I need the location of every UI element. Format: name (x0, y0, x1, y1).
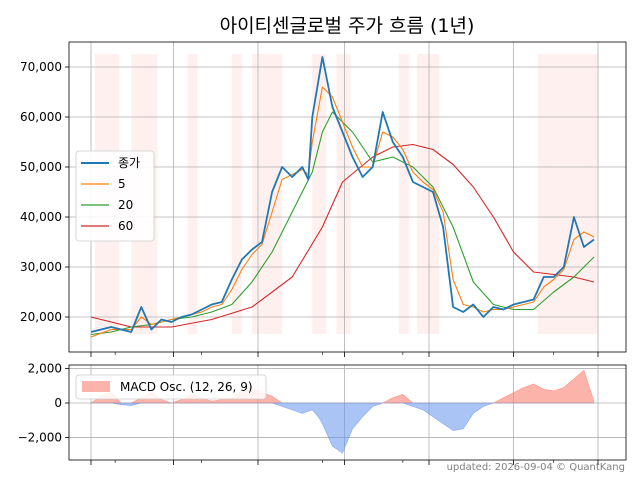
legend-label-close: 종가 (118, 156, 140, 170)
price-legend: 종가 5 20 60 (75, 150, 155, 242)
macd-negative-area (91, 402, 594, 454)
shaded-region-5 (312, 54, 327, 334)
shaded-region-8 (416, 54, 440, 334)
legend-label-ma5: 5 (118, 177, 126, 191)
top-ytick-label-2: 40,000 (20, 210, 62, 224)
shaded-region-6 (336, 54, 351, 334)
legend-label-ma60: 60 (118, 219, 133, 233)
legend-label-ma20: 20 (118, 198, 133, 212)
top-x-ticks (90, 352, 599, 357)
chart-title: 아이티센글로벌 주가 흐름 (1년) (220, 15, 475, 37)
shaded-region-2 (187, 54, 198, 334)
bottom-ytick-label-0: −2,000 (18, 431, 62, 445)
top-grid (69, 42, 626, 352)
top-ytick-label-5: 70,000 (20, 60, 62, 74)
macd-legend-label: MACD Osc. (12, 26, 9) (120, 380, 253, 394)
top-y-ticks: 20,000 30,000 40,000 50,000 60,000 70,000 (20, 60, 69, 324)
top-ytick-label-1: 30,000 (20, 260, 62, 274)
shaded-region-7 (398, 54, 409, 334)
bottom-ytick-label-2: 2,000 (28, 361, 62, 375)
macd-legend: MACD Osc. (12, 26, 9) (75, 374, 267, 400)
macd-legend-swatch (82, 381, 110, 392)
shaded-region-9 (537, 54, 598, 334)
bottom-axes-frame (68, 364, 627, 461)
top-ytick-label-0: 20,000 (20, 310, 62, 324)
series-close-line (90, 56, 595, 333)
top-ytick-label-3: 50,000 (20, 160, 62, 174)
shaded-region-3 (231, 54, 242, 334)
shaded-regions (95, 54, 598, 334)
footer-updated: updated: 2026-09-04 © QuantKang (447, 462, 625, 473)
series-ma60-line (90, 143, 595, 328)
macd-legend-box (75, 374, 267, 400)
bottom-y-ticks: −2,000 0 2,000 (18, 361, 69, 445)
top-axes-frame (68, 41, 627, 353)
top-ytick-label-4: 60,000 (20, 110, 62, 124)
bottom-x-ticks (90, 460, 599, 465)
legend-box (75, 150, 155, 242)
bottom-ytick-label-1: 0 (54, 396, 62, 410)
macd-series (90, 369, 595, 454)
price-series (90, 56, 595, 338)
